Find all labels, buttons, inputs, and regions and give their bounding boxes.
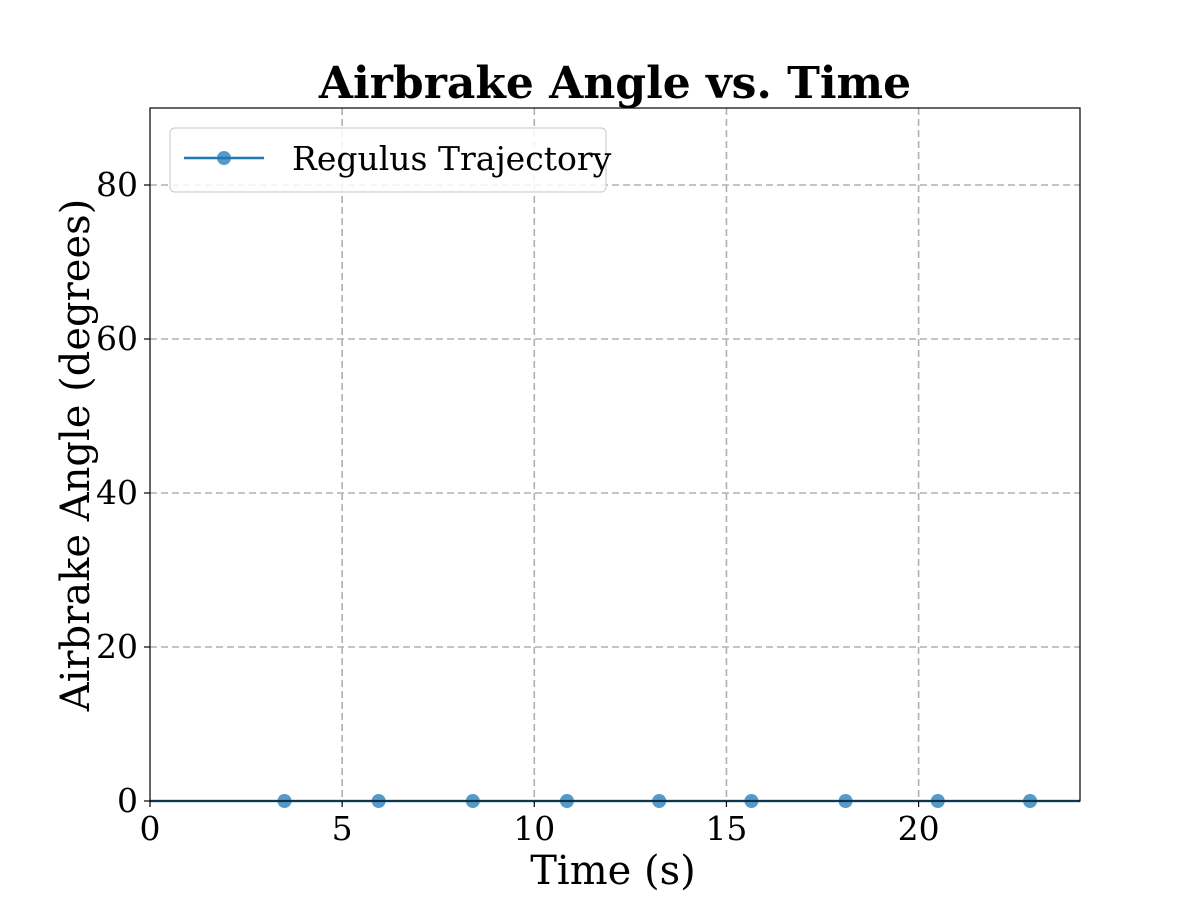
x-tick-label: 15 bbox=[705, 809, 747, 848]
y-tick-label: 60 bbox=[96, 319, 138, 358]
y-tick-label: 20 bbox=[96, 627, 138, 666]
legend-label: Regulus Trajectory bbox=[292, 139, 612, 178]
axis-ticks: 0 5 10 15 20 0 20 40 60 80 bbox=[96, 165, 940, 848]
x-tick-label: 5 bbox=[332, 809, 353, 848]
y-axis-label: Airbrake Angle (degrees) bbox=[53, 199, 99, 713]
x-tick-label: 20 bbox=[898, 809, 940, 848]
x-tick-label: 10 bbox=[513, 809, 555, 848]
plot-frame bbox=[149, 107, 1081, 802]
chart-title: Airbrake Angle vs. Time bbox=[318, 58, 911, 109]
y-tick-label: 80 bbox=[96, 165, 138, 204]
grid bbox=[150, 108, 1080, 801]
x-axis-label: Time (s) bbox=[530, 848, 696, 894]
y-tick-label: 40 bbox=[96, 473, 138, 512]
legend-marker bbox=[217, 151, 231, 165]
x-tick-label: 0 bbox=[140, 809, 161, 848]
y-tick-label: 0 bbox=[117, 781, 138, 820]
legend: Regulus Trajectory bbox=[169, 127, 612, 193]
legend-box bbox=[169, 127, 607, 193]
